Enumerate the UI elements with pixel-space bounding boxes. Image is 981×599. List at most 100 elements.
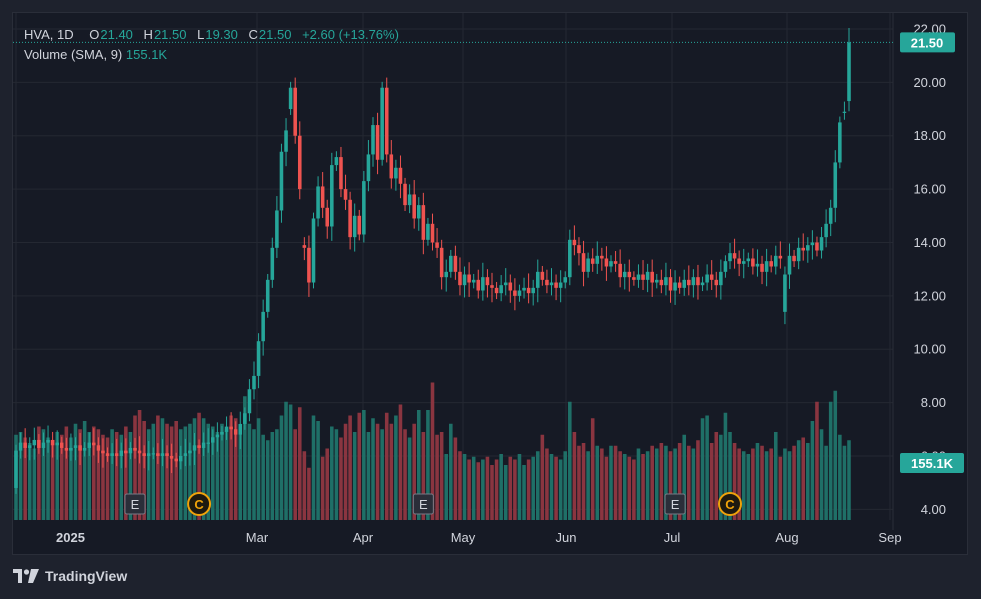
candle-body	[270, 247, 275, 280]
volume-bar	[316, 421, 320, 520]
volume-bar	[325, 448, 330, 520]
volume-bar	[696, 440, 700, 520]
candle-body	[389, 154, 394, 179]
candle-body	[618, 263, 622, 278]
tradingview-brand[interactable]: TradingView	[13, 568, 127, 584]
volume-bar	[490, 465, 494, 520]
volume-bar	[508, 456, 513, 520]
candle-body	[664, 277, 668, 286]
candle-body	[517, 290, 522, 296]
volume-bar	[302, 451, 307, 520]
interval-label[interactable]: 1D	[57, 27, 74, 42]
candle-body	[572, 239, 577, 246]
volume-bar	[847, 440, 851, 520]
volume-bar	[87, 432, 92, 520]
volume-bar	[645, 451, 650, 520]
candle-body	[604, 258, 609, 267]
candle-body	[92, 442, 96, 446]
volume-sma-value: 155.1K	[125, 47, 168, 62]
volume-bar	[444, 454, 449, 520]
candle-body	[380, 87, 384, 160]
candle-body	[728, 253, 732, 262]
candle-body	[815, 242, 819, 251]
candle-body	[554, 282, 558, 288]
volume-bar	[23, 437, 27, 520]
volume-bar	[192, 418, 197, 520]
corporate-event-marker-label: C	[194, 497, 204, 512]
volume-bar	[522, 465, 526, 520]
candle-body	[792, 255, 796, 262]
volume-bar	[37, 426, 41, 520]
price-axis-label: 10.00	[913, 342, 946, 357]
candle-body	[330, 165, 334, 227]
candle-body	[124, 450, 128, 454]
candle-body	[732, 253, 737, 259]
volume-bar	[50, 440, 55, 520]
volume-bar	[668, 451, 673, 520]
earnings-marker	[412, 493, 434, 515]
candle-body	[668, 277, 673, 291]
volume-bar	[568, 401, 572, 520]
candle-body	[412, 194, 416, 219]
volume-bar	[554, 456, 558, 520]
volume-bar	[261, 434, 265, 520]
volume-bar	[183, 426, 188, 520]
volume-bar	[572, 432, 577, 520]
symbol-name[interactable]: HVA	[24, 27, 50, 42]
volume-bar	[357, 412, 362, 520]
volume-bar	[389, 423, 394, 520]
volume-bar	[101, 434, 105, 520]
candle-body	[384, 87, 389, 155]
candle-body	[23, 442, 27, 448]
volume-bar	[682, 434, 687, 520]
volume-bar	[366, 432, 371, 520]
candle-body	[119, 450, 124, 456]
volume-bar	[293, 429, 297, 520]
candle-body	[558, 282, 563, 288]
volume-bar	[558, 459, 563, 520]
price-badge	[900, 32, 955, 53]
volume-bar	[311, 415, 316, 520]
volume-bar	[339, 437, 343, 520]
volume-bar	[384, 412, 389, 520]
candle-body	[55, 442, 59, 446]
candle-body	[613, 261, 618, 264]
time-axis-label: Sep	[878, 530, 901, 545]
volume-bar	[764, 451, 769, 520]
volume-bar	[815, 401, 819, 520]
candle-body	[197, 445, 201, 448]
volume-bar	[796, 440, 801, 520]
volume-bar	[709, 443, 714, 520]
candle-body	[801, 247, 806, 251]
candle-body	[769, 261, 773, 267]
candle-body	[847, 42, 851, 102]
candle-body	[691, 277, 696, 286]
volume-bar	[833, 390, 838, 520]
volume-bar	[458, 451, 462, 520]
volume-bar	[165, 423, 169, 520]
price-badge-label: 21.50	[911, 35, 944, 50]
volume-bar	[691, 448, 696, 520]
volume-bar	[828, 401, 833, 520]
candle-body	[69, 447, 73, 451]
candle-body	[783, 274, 787, 312]
candle-body	[398, 167, 403, 184]
volume-bar	[188, 423, 192, 520]
volume-bar	[586, 451, 590, 520]
candle-body	[41, 442, 46, 448]
candle-body	[490, 285, 494, 288]
volume-row: Volume (SMA, 9) 155.1K	[24, 45, 399, 65]
candle-body	[787, 255, 792, 275]
volume-bar	[375, 423, 380, 520]
candle-body	[247, 389, 252, 414]
volume-label[interactable]: Volume (SMA, 9)	[24, 47, 123, 62]
volume-bar	[297, 407, 302, 520]
volume-bar	[636, 448, 641, 520]
volume-bar	[732, 443, 737, 520]
volume-bar	[32, 448, 37, 520]
volume-bar	[435, 434, 439, 520]
candle-body	[714, 279, 719, 286]
candle-body	[151, 453, 156, 455]
volume-bar	[169, 426, 174, 520]
